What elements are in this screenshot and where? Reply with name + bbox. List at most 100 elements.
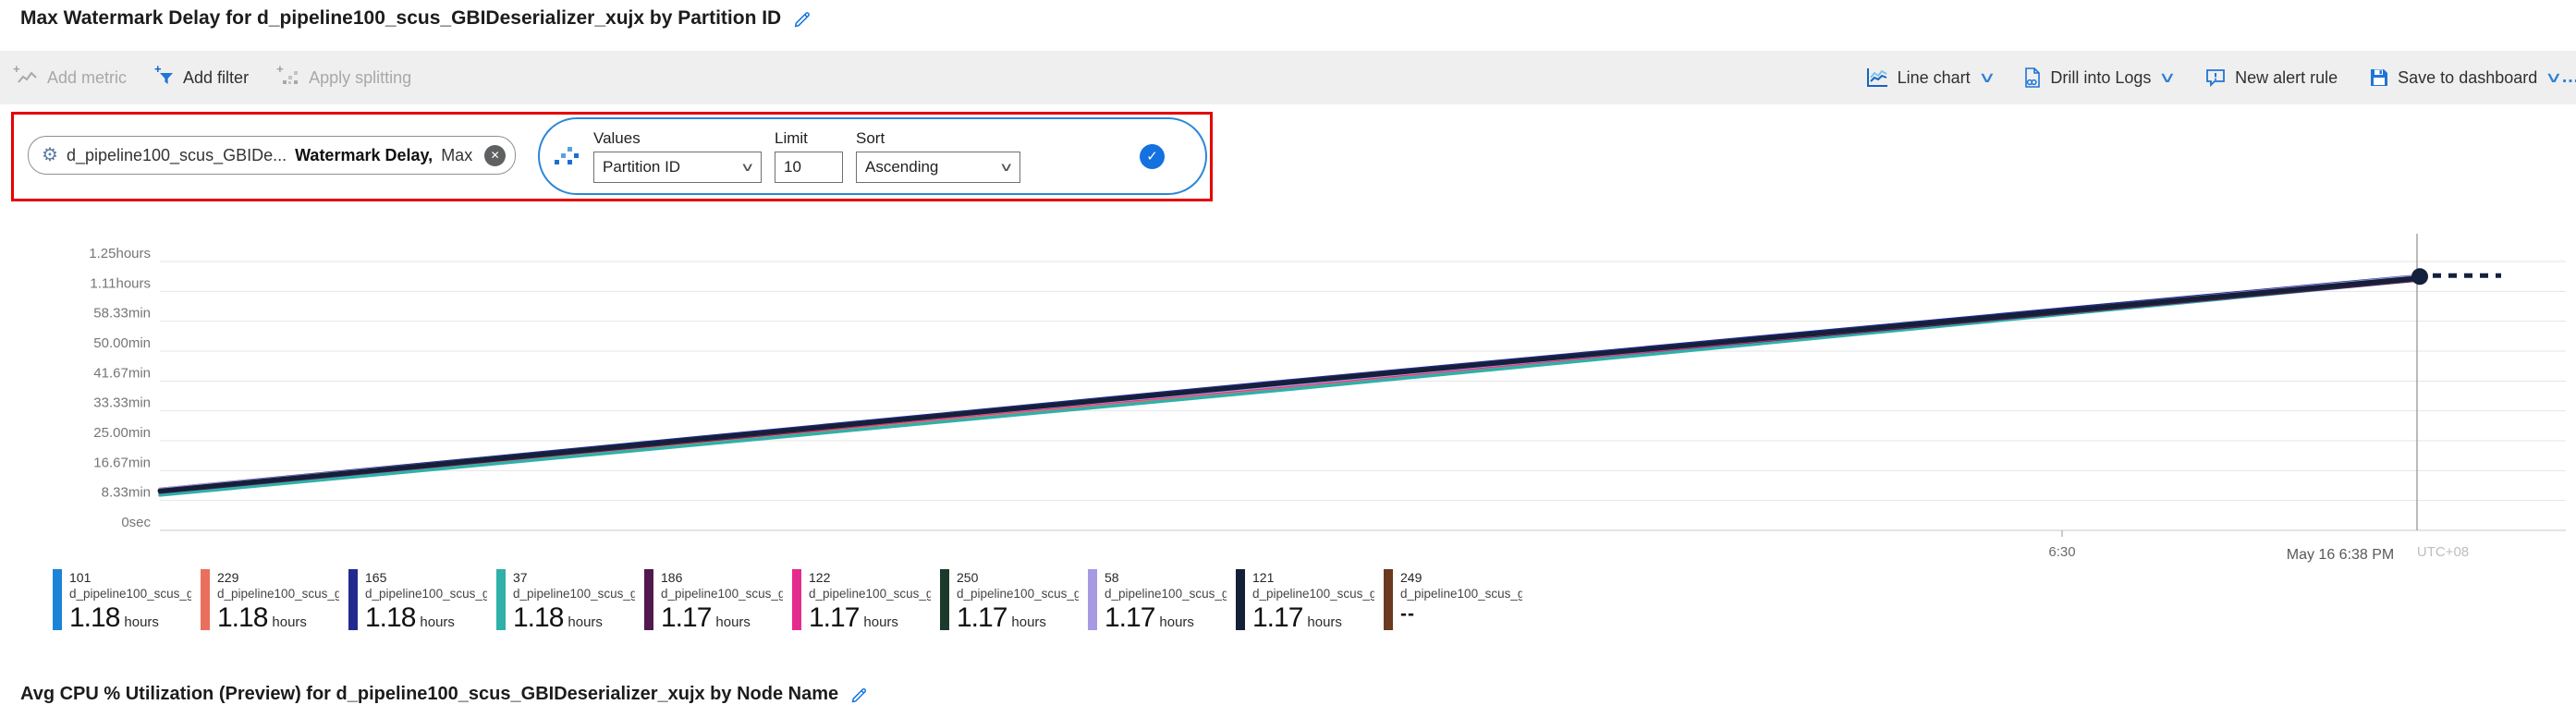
selection-highlight-box — [11, 112, 1213, 201]
legend-resource-name: d_pipeline100_scus_g... — [1252, 587, 1374, 602]
edit-bottom-title-button[interactable] — [849, 685, 869, 704]
apply-splitting-button[interactable]: + Apply splitting — [276, 62, 412, 87]
values-field: Values Partition ID ∨ — [593, 129, 762, 183]
svg-text:0sec: 0sec — [121, 515, 151, 530]
svg-text:May 16 6:38 PM: May 16 6:38 PM — [2287, 547, 2395, 563]
limit-input[interactable] — [775, 152, 843, 183]
legend-item[interactable]: 101 d_pipeline100_scus_g... 1.18 hours — [53, 569, 191, 632]
legend-partition-id: 37 — [513, 570, 528, 585]
splitting-icon — [555, 147, 579, 164]
edit-title-button[interactable] — [792, 8, 812, 29]
page-title: Max Watermark Delay for d_pipeline100_sc… — [20, 7, 782, 29]
legend-resource-name: d_pipeline100_scus_g... — [69, 587, 191, 602]
add-filter-button[interactable]: + Add filter — [154, 62, 250, 87]
legend-resource-name: d_pipeline100_scus_g... — [513, 587, 635, 602]
check-icon: ✓ — [1146, 149, 1158, 164]
legend-partition-id: 121 — [1252, 570, 1275, 585]
chart-plot-area: 1.25hours 1.11hours 58.33min 50.00min 41.67m… — [89, 234, 2566, 563]
svg-text:50.00min: 50.00min — [93, 335, 151, 351]
legend-item[interactable]: 37 d_pipeline100_scus_g... 1.18 hours — [496, 569, 635, 632]
more-toolbar-button[interactable]: … — [2561, 67, 2576, 88]
limit-label: Limit — [775, 129, 808, 147]
legend-color-bar — [940, 569, 949, 630]
legend-value: 1.17 — [1252, 602, 1303, 632]
pencil-icon — [851, 688, 867, 703]
legend-item[interactable]: 165 d_pipeline100_scus_g... 1.18 hours — [348, 569, 487, 632]
drill-logs-icon — [2025, 67, 2041, 88]
svg-text:8.33min: 8.33min — [102, 485, 151, 501]
legend-partition-id: 58 — [1105, 570, 1119, 585]
legend-value: -- — [1400, 602, 1415, 625]
apply-splitting-icon: + — [276, 63, 300, 86]
legend-value: 1.18 — [69, 602, 120, 632]
legend-color-bar — [1236, 569, 1245, 630]
chevron-down-icon: ∨ — [740, 160, 756, 174]
add-metric-button[interactable]: + Add metric — [13, 62, 128, 87]
legend-partition-id: 122 — [809, 570, 831, 585]
svg-text:41.67min: 41.67min — [93, 365, 151, 381]
legend-color-bar — [53, 569, 62, 630]
legend-value: 1.17 — [1105, 602, 1155, 632]
legend-item[interactable]: 250 d_pipeline100_scus_g... 1.17 hours — [940, 569, 1079, 632]
legend-color-bar — [644, 569, 653, 630]
legend-resource-name: d_pipeline100_scus_g... — [1105, 587, 1227, 602]
legend-partition-id: 165 — [365, 570, 387, 585]
new-alert-rule-button[interactable]: New alert rule — [2204, 67, 2338, 89]
stream-analytics-icon: ⚙ — [42, 145, 58, 165]
chevron-down-icon: ∨ — [2545, 70, 2564, 86]
legend-resource-name: d_pipeline100_scus_g... — [365, 587, 487, 602]
splitting-pill: Values Partition ID ∨ Limit Sort Ascendi… — [538, 117, 1207, 195]
save-icon — [2371, 69, 2388, 86]
sort-dropdown[interactable]: Ascending ∨ — [856, 152, 1020, 183]
metric-name: Watermark Delay, — [295, 145, 433, 164]
legend-value: 1.17 — [957, 602, 1007, 632]
sort-field: Sort Ascending ∨ — [856, 129, 1020, 183]
sort-selected: Ascending — [865, 158, 939, 176]
svg-text:1.11hours: 1.11hours — [90, 275, 151, 291]
legend-value: 1.17 — [661, 602, 712, 632]
drill-into-logs-button[interactable]: Drill into Logs ∨ — [2023, 67, 2177, 89]
legend-item[interactable]: 121 d_pipeline100_scus_g... 1.17 hours — [1236, 569, 1374, 632]
toolbar-right-group: Line chart ∨ Drill into Logs ∨ New alert… — [1834, 67, 2563, 89]
chevron-down-icon: ∨ — [2158, 70, 2178, 86]
chevron-down-icon: ∨ — [999, 160, 1015, 174]
svg-text:16.67min: 16.67min — [93, 455, 151, 470]
legend-item[interactable]: 249 d_pipeline100_scus_g... -- — [1384, 569, 1522, 632]
legend-color-bar — [1384, 569, 1393, 630]
legend-color-bar — [792, 569, 801, 630]
page-title-row: Max Watermark Delay for d_pipeline100_sc… — [20, 7, 812, 30]
legend-item[interactable]: 122 d_pipeline100_scus_g... 1.17 hours — [792, 569, 931, 632]
legend-resource-name: d_pipeline100_scus_g... — [957, 587, 1079, 602]
chart-type-button[interactable]: Line chart ∨ — [1865, 67, 1996, 89]
legend-unit: hours — [124, 614, 159, 630]
pencil-icon — [794, 12, 811, 28]
legend-partition-id: 229 — [217, 570, 239, 585]
remove-metric-button[interactable]: ✕ — [484, 144, 507, 166]
save-to-dashboard-button[interactable]: Save to dashboard ∨ — [2369, 67, 2563, 88]
legend-unit: hours — [1159, 614, 1194, 630]
legend-unit: hours — [568, 614, 603, 630]
svg-text:58.33min: 58.33min — [93, 306, 151, 322]
add-filter-icon: + — [154, 63, 175, 86]
legend-item[interactable]: 58 d_pipeline100_scus_g... 1.17 hours — [1088, 569, 1227, 632]
close-icon: ✕ — [490, 149, 500, 162]
legend-value: 1.18 — [217, 602, 268, 632]
apply-splitting-check-button[interactable]: ✓ — [1140, 143, 1165, 169]
line-chart-icon — [1866, 68, 1887, 87]
values-selected: Partition ID — [603, 158, 681, 176]
add-metric-icon: + — [13, 63, 39, 86]
legend-item[interactable]: 186 d_pipeline100_scus_g... 1.17 hours — [644, 569, 783, 632]
svg-text:1.25hours: 1.25hours — [89, 246, 151, 261]
legend-item[interactable]: 229 d_pipeline100_scus_g... 1.18 hours — [201, 569, 339, 632]
chevron-down-icon: ∨ — [1977, 70, 1996, 86]
metric-resource-name: d_pipeline100_scus_GBIDe... — [66, 145, 287, 164]
legend-resource-name: d_pipeline100_scus_g... — [661, 587, 783, 602]
legend-unit: hours — [1011, 614, 1046, 630]
sort-label: Sort — [856, 129, 885, 147]
values-label: Values — [593, 129, 641, 147]
metric-aggregation: Max — [441, 145, 473, 164]
legend-color-bar — [348, 569, 358, 630]
values-dropdown[interactable]: Partition ID ∨ — [593, 152, 762, 183]
legend-resource-name: d_pipeline100_scus_g... — [217, 587, 339, 602]
metric-pill[interactable]: ⚙ d_pipeline100_scus_GBIDe... Watermark … — [28, 136, 517, 175]
